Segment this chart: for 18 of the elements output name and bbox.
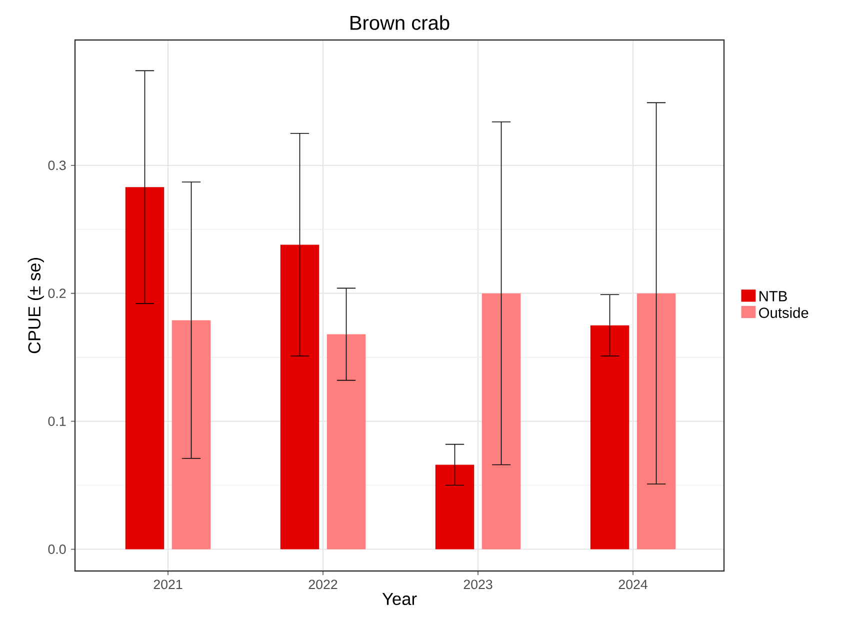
- bar: [326, 334, 366, 550]
- bar: [590, 325, 630, 550]
- bar: [125, 187, 164, 550]
- y-tick-label: 0.1: [48, 416, 66, 426]
- x-axis-title: Year: [382, 592, 417, 606]
- bar: [435, 464, 474, 550]
- y-tick-label: 0.0: [48, 544, 66, 554]
- x-tick-label: 2021: [154, 580, 182, 590]
- x-tick-label: 2022: [308, 580, 338, 590]
- bar: [280, 244, 320, 550]
- y-tick-label: 0.3: [48, 160, 66, 170]
- chart-title: Brown crab: [350, 15, 450, 30]
- y-tick-label: 0.2: [48, 288, 66, 298]
- x-tick-label: 2023: [464, 580, 492, 590]
- legend-label: NTB: [760, 291, 787, 302]
- y-axis-title: CPUE (± se): [28, 258, 44, 354]
- x-tick-label: 2024: [618, 580, 648, 590]
- legend-label: Outside: [759, 307, 808, 318]
